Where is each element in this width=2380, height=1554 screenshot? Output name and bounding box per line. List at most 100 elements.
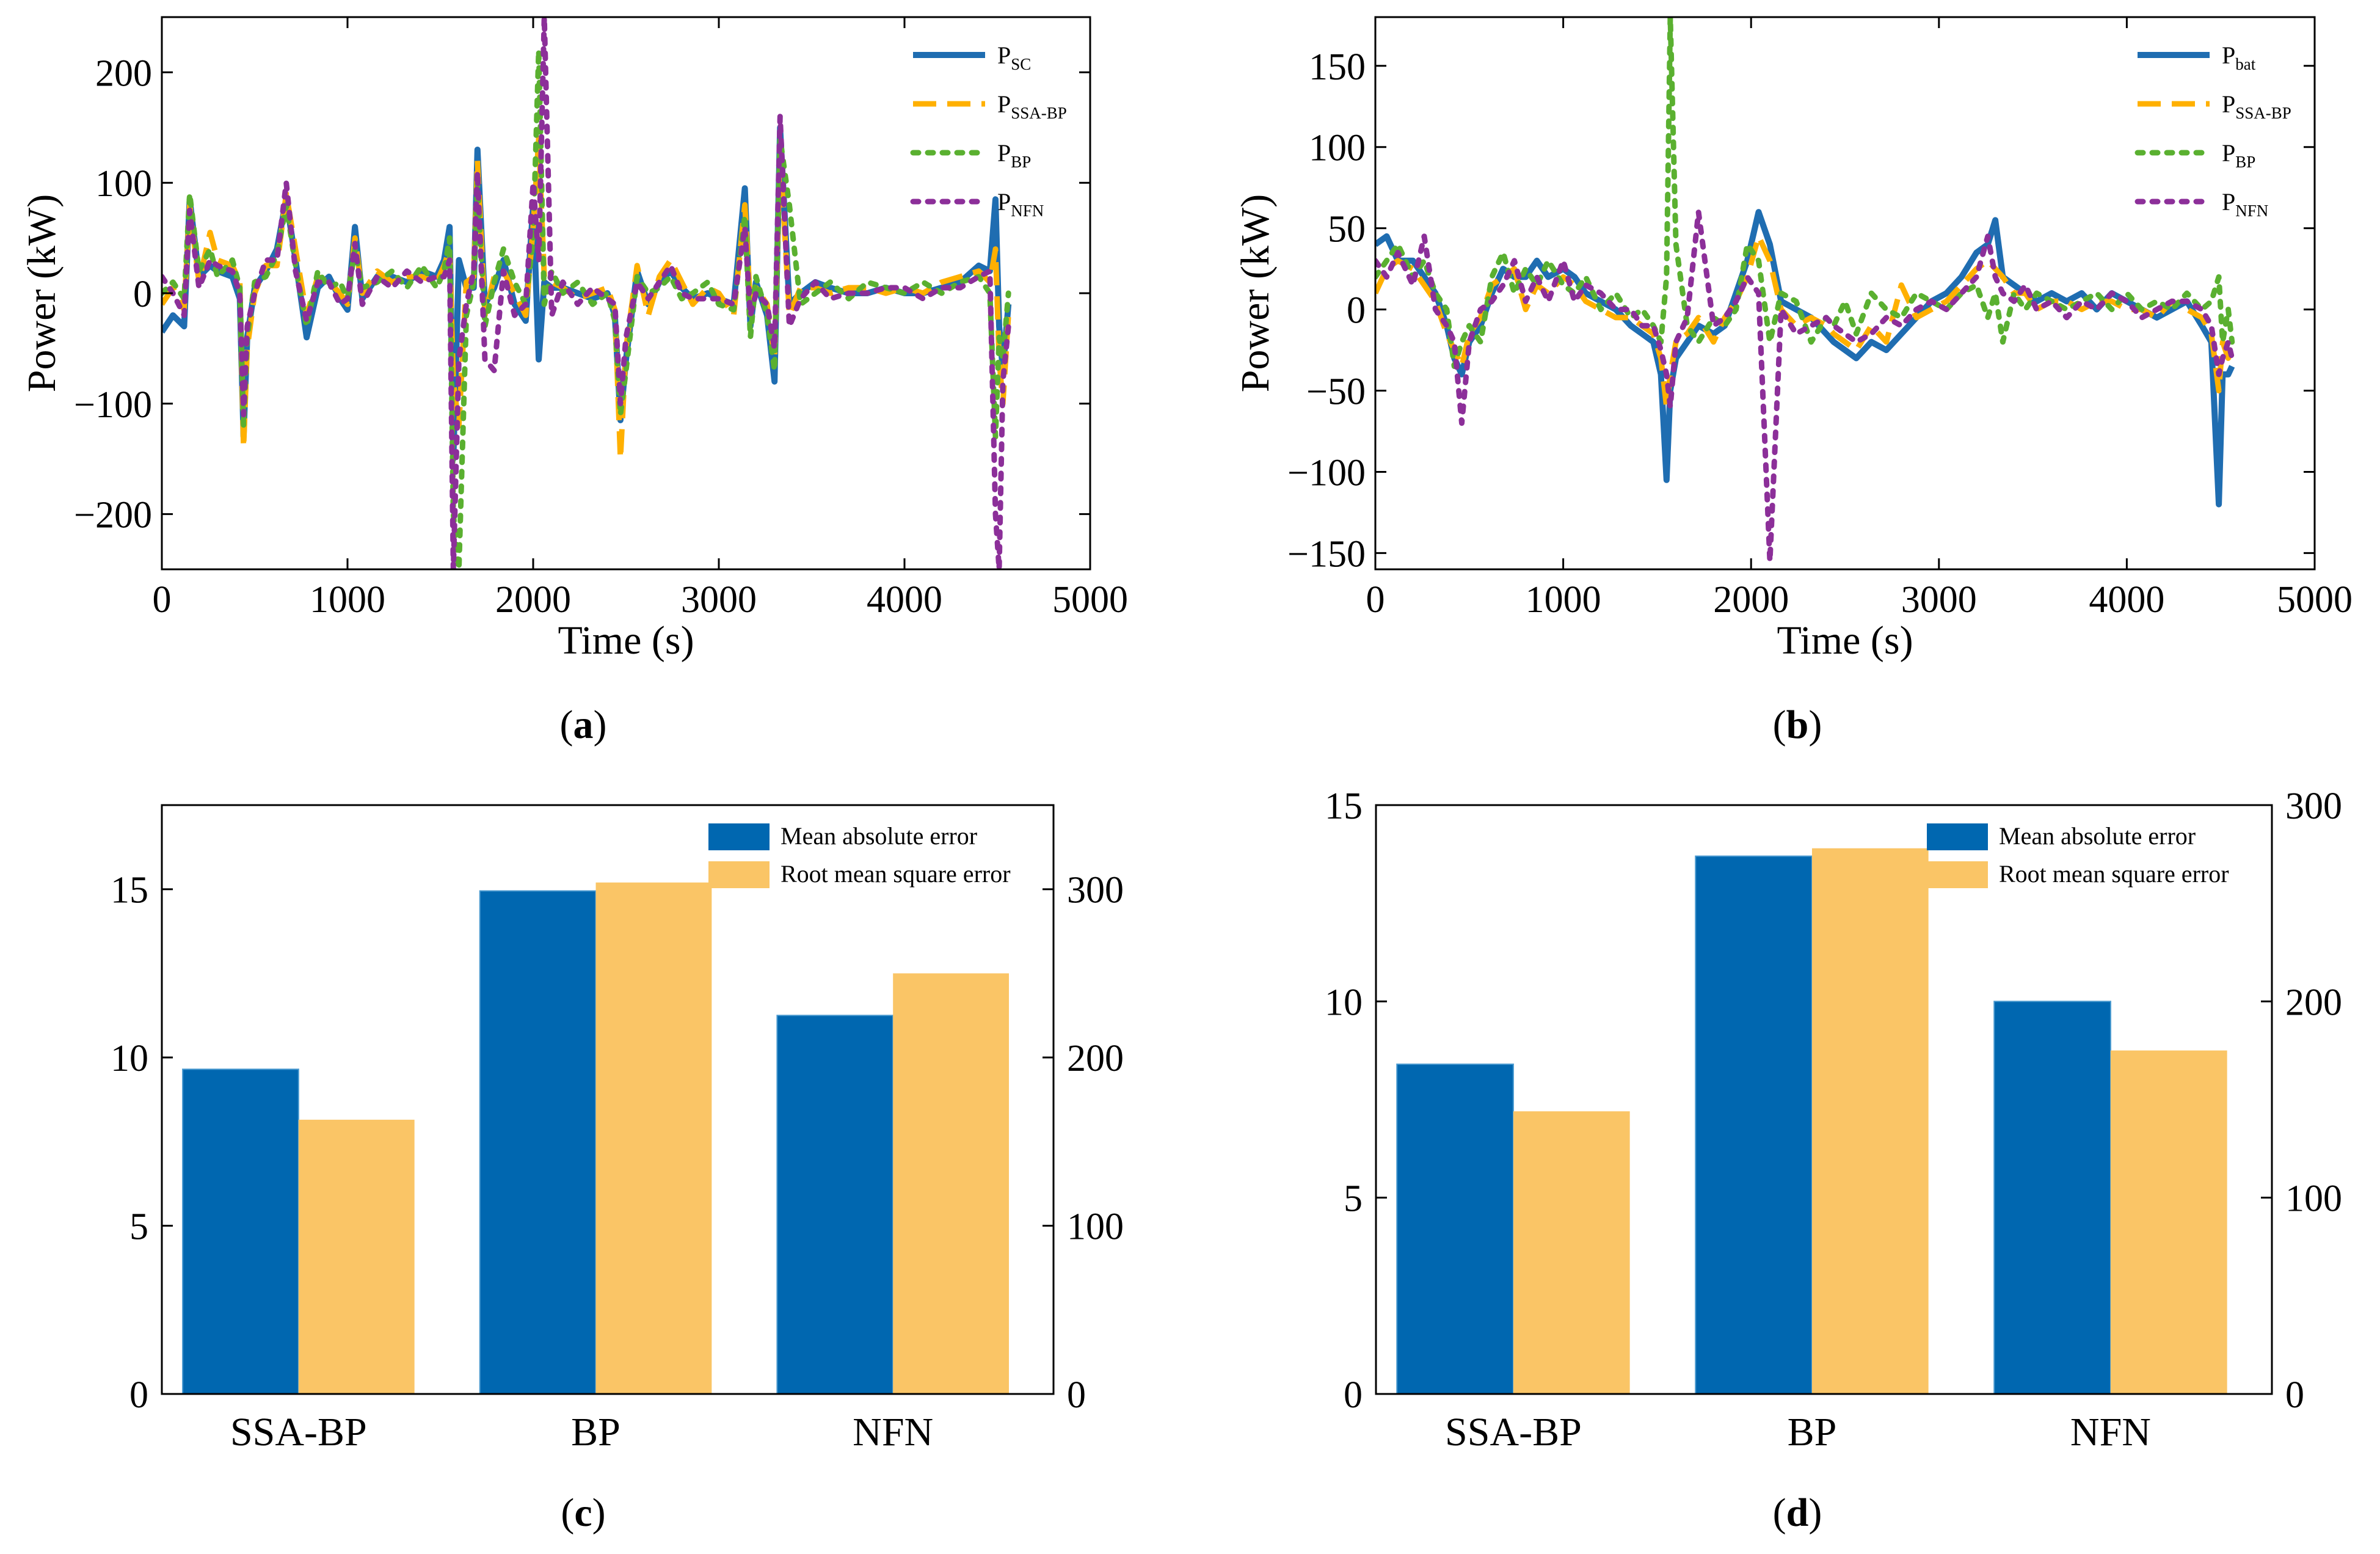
x-tick-label: 4000 — [867, 579, 942, 621]
legend-label-ssa-bp: PSSA-BP — [2222, 90, 2291, 122]
caption-open-paren: ( — [560, 702, 573, 747]
category-label: SSA-BP — [1445, 1410, 1582, 1454]
plot-frame — [161, 804, 1055, 1395]
x-tick-label: 5000 — [1052, 579, 1128, 621]
bar-rmse — [298, 1120, 415, 1394]
legend-label-sub: BP — [2235, 153, 2255, 171]
legend-swatch — [1927, 823, 1988, 850]
legend-label-ssa-bp: PSSA-BP — [997, 90, 1067, 122]
bar-mae — [1396, 1063, 1514, 1395]
caption-open-paren: ( — [1773, 1490, 1786, 1535]
y-axis-label: Power (kW) — [1233, 194, 1278, 392]
series-line-bp — [162, 47, 1011, 569]
legend-label-sub: SSA-BP — [2235, 104, 2291, 122]
y-tick-label: 100 — [1309, 128, 1366, 169]
legend-label: Mean absolute error — [781, 822, 977, 850]
x-axis-label: Time (s) — [1777, 618, 1913, 663]
legend-label-main: P — [997, 139, 1011, 167]
x-tick-label: 1000 — [310, 579, 385, 621]
category-label: NFN — [853, 1410, 933, 1454]
caption-close-paren: ) — [592, 1490, 606, 1535]
legend-label: Root mean square error — [781, 860, 1011, 888]
series-line-nfn — [1375, 209, 2235, 564]
legend-label-bp: PBP — [2222, 139, 2255, 171]
bar-mae — [1993, 1001, 2111, 1395]
right-tick-label: 200 — [2285, 982, 2342, 1023]
legend-label-nfn: PNFN — [997, 188, 1044, 220]
plot-frame — [1375, 804, 2273, 1395]
left-tick-label: 10 — [1325, 982, 1363, 1023]
legend: Mean absolute error Root mean square erro… — [708, 822, 1011, 888]
legend-label-main: P — [2222, 42, 2235, 69]
x-axis-label: Time (s) — [558, 618, 694, 663]
right-tick-label: 300 — [2285, 786, 2342, 827]
bar-rmse — [595, 882, 712, 1394]
legend-label-sub: bat — [2235, 55, 2255, 73]
left-tick-label: 5 — [129, 1206, 148, 1248]
panel-caption: (d) — [1773, 1490, 1822, 1535]
caption-open-paren: ( — [1773, 702, 1786, 747]
legend-label-main: P — [2222, 90, 2235, 118]
panel-d: SSA-BP BP NFN 0 5 10 15 0 100 200 300 Mean absolute… — [1325, 786, 2342, 1535]
legend-label: Root mean square error — [1999, 860, 2229, 888]
legend-label-main: P — [2222, 188, 2235, 216]
bar-rmse — [1811, 848, 1929, 1394]
category-label: BP — [571, 1410, 620, 1454]
caption-close-paren: ) — [1808, 702, 1822, 747]
plot-frame — [1374, 16, 2316, 571]
panel-a: 0 1000 2000 3000 4000 5000 −200 −100 0 100 200 Time… — [20, 16, 1128, 747]
caption-close-paren: ) — [594, 702, 607, 747]
left-tick-label: 15 — [111, 870, 148, 911]
panel-caption: (a) — [560, 702, 607, 747]
caption-letter: c — [574, 1490, 592, 1535]
y-axis-label: Power (kW) — [20, 194, 64, 392]
y-tick-label: 0 — [1347, 290, 1366, 332]
bar-mae — [776, 1015, 894, 1395]
right-tick-label: 0 — [2285, 1374, 2304, 1416]
y-tick-label: −150 — [1287, 533, 1366, 575]
legend-label-bat: Pbat — [2222, 42, 2256, 73]
y-tick-label: −100 — [1287, 452, 1366, 494]
legend-label-sub: NFN — [1011, 202, 1044, 220]
caption-letter: b — [1786, 702, 1809, 747]
caption-letter: d — [1786, 1490, 1809, 1535]
left-tick-label: 0 — [1344, 1374, 1363, 1416]
y-tick-label: 150 — [1309, 46, 1366, 88]
category-label: SSA-BP — [230, 1410, 367, 1454]
right-tick-label: 200 — [1067, 1038, 1124, 1079]
legend-label-bp: PBP — [997, 139, 1031, 171]
x-tick-label: 2000 — [495, 579, 571, 621]
legend-label-sc: PSC — [997, 42, 1031, 73]
series-line-bp — [1375, 17, 2235, 370]
caption-letter: a — [573, 702, 594, 747]
left-tick-label: 15 — [1325, 786, 1363, 827]
legend-label-sub: SC — [1011, 55, 1031, 73]
x-tick-label: 2000 — [1713, 579, 1789, 621]
legend-label-sub: NFN — [2235, 202, 2268, 220]
panel-b: 0 1000 2000 3000 4000 5000 −150 −100 −50 0 50 100 15… — [1233, 16, 2353, 747]
left-tick-label: 5 — [1344, 1178, 1363, 1220]
y-tick-label: −100 — [74, 384, 152, 426]
bar-rmse — [2110, 1050, 2227, 1394]
x-tick-label: 0 — [1366, 579, 1385, 621]
caption-open-paren: ( — [561, 1490, 574, 1535]
panel-c: SSA-BP BP NFN 0 5 10 15 0 100 200 300 Mean absolute… — [111, 804, 1124, 1535]
y-tick-label: 50 — [1328, 209, 1366, 250]
left-tick-label: 10 — [111, 1038, 148, 1079]
y-tick-label: 100 — [95, 163, 152, 205]
x-tick-label: 3000 — [681, 579, 757, 621]
x-tick-label: 0 — [153, 579, 172, 621]
left-tick-label: 0 — [129, 1374, 148, 1416]
legend-swatch — [708, 823, 770, 850]
legend-swatch — [708, 861, 770, 888]
legend-label-main: P — [997, 90, 1011, 118]
right-tick-label: 300 — [1067, 870, 1124, 911]
y-tick-label: 0 — [133, 274, 152, 315]
bar-mae — [1695, 855, 1813, 1395]
legend-label-nfn: PNFN — [2222, 188, 2268, 220]
right-tick-label: 100 — [2285, 1178, 2342, 1220]
plot-area — [162, 17, 1012, 569]
legend-label-main: P — [997, 42, 1011, 69]
category-label: BP — [1788, 1410, 1837, 1454]
